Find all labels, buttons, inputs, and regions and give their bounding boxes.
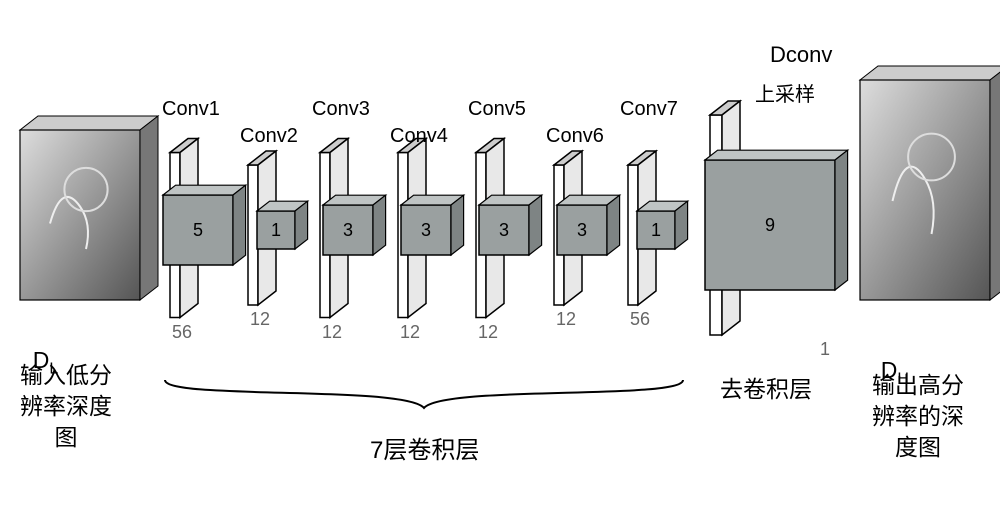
- channel-count: 12: [250, 309, 270, 330]
- input-caption: 输入低分 辨率深度 图: [20, 360, 112, 453]
- svg-text:3: 3: [343, 220, 353, 240]
- output-caption: 输出高分 辨率的深 度图: [872, 370, 964, 463]
- layer-name: Conv2: [240, 125, 298, 148]
- layer-name: Conv5: [468, 98, 526, 121]
- layer-name: Conv1: [162, 98, 220, 121]
- dconv-sublabel: 上采样: [755, 78, 815, 107]
- dconv-bottom-label: 去卷积层: [720, 370, 812, 404]
- svg-text:3: 3: [499, 220, 509, 240]
- layer-name: Conv3: [312, 98, 370, 121]
- svg-text:3: 3: [577, 220, 587, 240]
- svg-text:1: 1: [271, 220, 281, 240]
- svg-text:9: 9: [765, 215, 775, 235]
- channel-count: 1: [820, 339, 830, 360]
- diagram-stage: 51333319 DL 输入低分 辨率深度 图 DH 输出高分 辨率的深 度图 …: [0, 0, 1000, 522]
- brace-label: 7层卷积层: [370, 430, 479, 465]
- channel-count: 12: [556, 309, 576, 330]
- diagram-svg: 5 1 3 3 3 3 1 9: [0, 0, 1000, 522]
- channel-count: 12: [400, 322, 420, 343]
- svg-text:1: 1: [651, 220, 661, 240]
- layer-name: Conv6: [546, 125, 604, 148]
- layer-name: Conv4: [390, 125, 448, 148]
- svg-text:3: 3: [421, 220, 431, 240]
- svg-text:5: 5: [193, 220, 203, 240]
- channel-count: 56: [172, 322, 192, 343]
- channel-count: 56: [630, 309, 650, 330]
- layer-name: Conv7: [620, 98, 678, 121]
- dconv-name: Dconv: [770, 42, 832, 68]
- channel-count: 12: [322, 322, 342, 343]
- channel-count: 12: [478, 322, 498, 343]
